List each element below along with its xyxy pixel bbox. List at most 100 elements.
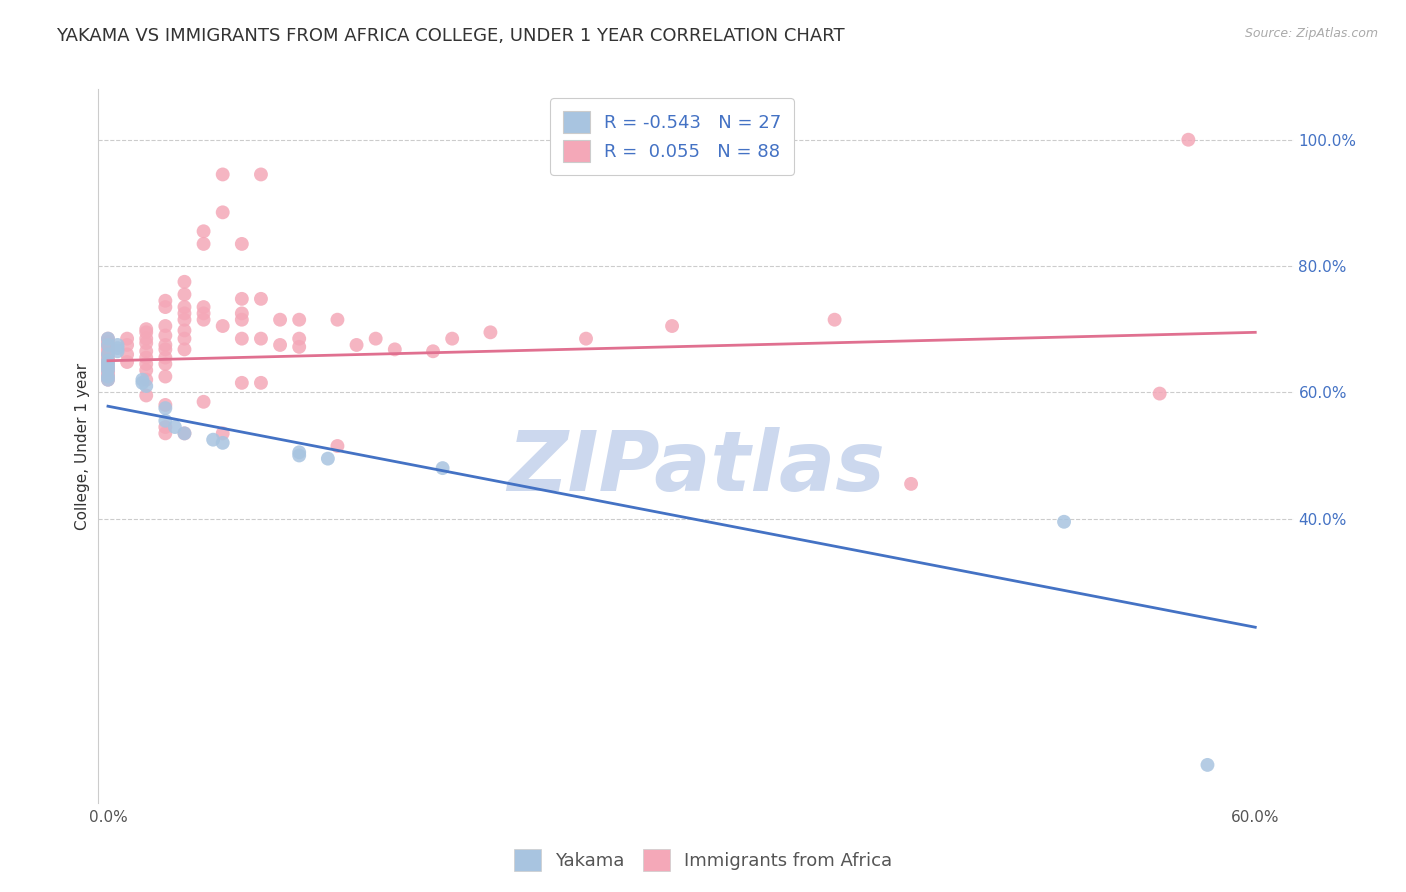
Point	[231, 332, 253, 346]
Point	[326, 312, 349, 326]
Point	[97, 360, 120, 375]
Point	[155, 414, 177, 428]
Point	[316, 451, 339, 466]
Legend: Yakama, Immigrants from Africa: Yakama, Immigrants from Africa	[506, 842, 900, 879]
Point	[115, 355, 138, 369]
Point	[97, 363, 120, 377]
Point	[211, 205, 233, 219]
Text: YAKAMA VS IMMIGRANTS FROM AFRICA COLLEGE, UNDER 1 YEAR CORRELATION CHART: YAKAMA VS IMMIGRANTS FROM AFRICA COLLEGE…	[56, 27, 845, 45]
Point	[97, 334, 120, 349]
Point	[250, 292, 273, 306]
Point	[135, 332, 157, 346]
Point	[364, 332, 387, 346]
Point	[97, 363, 120, 377]
Point	[211, 426, 233, 441]
Point	[155, 328, 177, 343]
Point	[135, 379, 157, 393]
Point	[575, 332, 598, 346]
Point	[900, 476, 922, 491]
Y-axis label: College, Under 1 year: College, Under 1 year	[75, 362, 90, 530]
Point	[479, 326, 502, 340]
Point	[97, 344, 120, 359]
Point	[1177, 133, 1199, 147]
Point	[135, 326, 157, 340]
Point	[97, 353, 120, 368]
Point	[432, 461, 454, 475]
Point	[97, 369, 120, 384]
Point	[193, 224, 215, 238]
Point	[155, 343, 177, 357]
Point	[155, 426, 177, 441]
Point	[97, 353, 120, 368]
Point	[173, 300, 195, 314]
Point	[115, 347, 138, 361]
Point	[131, 376, 153, 390]
Point	[97, 332, 120, 346]
Point	[115, 338, 138, 352]
Point	[155, 357, 177, 371]
Point	[97, 347, 120, 361]
Point	[346, 338, 368, 352]
Point	[155, 300, 177, 314]
Point	[97, 373, 120, 387]
Point	[97, 341, 120, 355]
Point	[107, 338, 129, 352]
Point	[97, 347, 120, 361]
Point	[135, 388, 157, 402]
Point	[1197, 758, 1219, 772]
Point	[211, 318, 233, 333]
Point	[173, 275, 195, 289]
Point	[115, 332, 138, 346]
Point	[135, 344, 157, 359]
Text: ZIPatlas: ZIPatlas	[508, 427, 884, 508]
Point	[107, 344, 129, 359]
Point	[97, 367, 120, 381]
Point	[131, 373, 153, 387]
Point	[1053, 515, 1076, 529]
Point	[384, 343, 406, 357]
Point	[135, 357, 157, 371]
Point	[193, 236, 215, 251]
Point	[155, 318, 177, 333]
Point	[202, 433, 225, 447]
Point	[824, 312, 846, 326]
Point	[173, 426, 195, 441]
Point	[173, 287, 195, 301]
Point	[97, 360, 120, 375]
Point	[173, 312, 195, 326]
Point	[326, 439, 349, 453]
Point	[173, 332, 195, 346]
Point	[211, 168, 233, 182]
Point	[155, 351, 177, 365]
Point	[97, 357, 120, 371]
Point	[1149, 386, 1171, 401]
Point	[163, 420, 186, 434]
Point	[193, 300, 215, 314]
Point	[155, 369, 177, 384]
Point	[269, 338, 291, 352]
Point	[155, 401, 177, 416]
Point	[269, 312, 291, 326]
Point	[155, 293, 177, 308]
Point	[97, 351, 120, 365]
Point	[193, 394, 215, 409]
Point	[173, 306, 195, 320]
Point	[135, 322, 157, 336]
Point	[107, 341, 129, 355]
Point	[135, 351, 157, 365]
Point	[97, 373, 120, 387]
Point	[231, 376, 253, 390]
Point	[155, 420, 177, 434]
Point	[288, 340, 311, 354]
Point	[97, 357, 120, 371]
Point	[250, 376, 273, 390]
Point	[288, 445, 311, 459]
Point	[193, 312, 215, 326]
Point	[211, 435, 233, 450]
Point	[97, 332, 120, 346]
Point	[250, 332, 273, 346]
Point	[173, 343, 195, 357]
Point	[231, 306, 253, 320]
Point	[231, 312, 253, 326]
Point	[173, 426, 195, 441]
